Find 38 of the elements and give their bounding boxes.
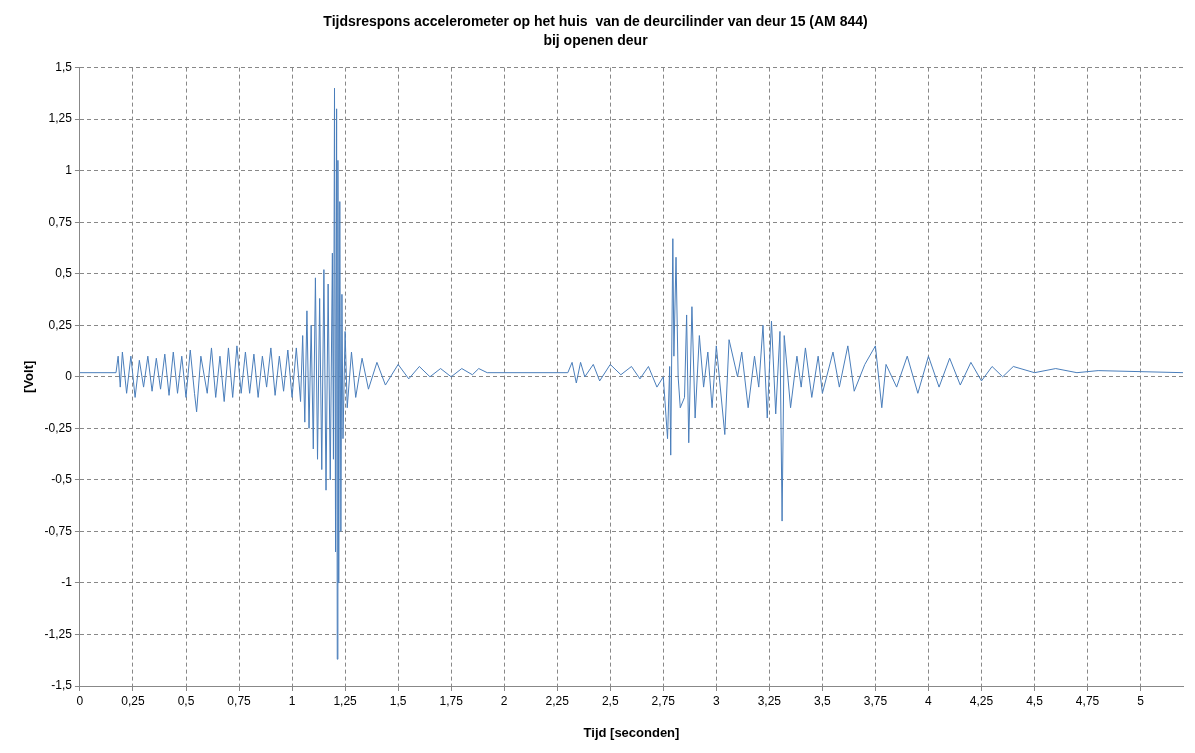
y-tick-label: 1 <box>65 162 73 177</box>
y-tick-label: 1,5 <box>55 59 73 74</box>
x-axis-title: Tijd [seconden] <box>583 724 680 740</box>
x-tick-label: 0,25 <box>121 693 145 708</box>
x-tick-label: 4,5 <box>1026 693 1044 708</box>
x-tick-label: 1 <box>288 693 296 708</box>
y-tick-label: -0,75 <box>44 523 73 538</box>
x-tick-label: 5 <box>1137 693 1145 708</box>
y-tick-label: -1,5 <box>51 678 73 693</box>
y-axis-title: [Volt] <box>21 360 37 393</box>
y-tick-label: 0,5 <box>55 266 73 281</box>
x-tick-label: 2,5 <box>601 693 619 708</box>
y-tick-label: -0,5 <box>51 472 73 487</box>
x-tick-label: 0,5 <box>177 693 195 708</box>
y-tick-label: 0 <box>65 369 73 384</box>
y-tick-label: 0,25 <box>48 317 73 332</box>
y-tick-label: -1 <box>61 575 73 590</box>
x-tick-label: 2,75 <box>651 693 676 708</box>
x-tick-label: 3,25 <box>757 693 782 708</box>
x-tick-label: 1,25 <box>333 693 358 708</box>
x-tick-label: 2 <box>500 693 508 708</box>
y-tick-label: -1,25 <box>44 626 73 641</box>
x-tick-label: 0,75 <box>227 693 252 708</box>
x-tick-label: 0 <box>76 693 84 708</box>
x-tick-label: 4 <box>925 693 933 708</box>
x-tick-label: 2,25 <box>545 693 570 708</box>
x-tick-label: 4,75 <box>1075 693 1100 708</box>
x-tick-label: 1,75 <box>439 693 464 708</box>
y-tick-label: 0,75 <box>48 214 73 229</box>
x-tick-label: 3,75 <box>863 693 888 708</box>
y-tick-label: -0,25 <box>44 420 73 435</box>
chart-title: Tijdsrespons accelerometer op het huis van de deurcilinder van deur 15 (AM 844) <box>323 13 868 30</box>
chart-subtitle: bij openen deur <box>543 32 649 49</box>
x-tick-label: 3,5 <box>814 693 832 708</box>
x-tick-label: 3 <box>712 693 720 708</box>
y-tick-label: 1,25 <box>48 111 73 126</box>
x-tick-label: 1,5 <box>389 693 407 708</box>
x-tick-label: 4,25 <box>969 693 994 708</box>
